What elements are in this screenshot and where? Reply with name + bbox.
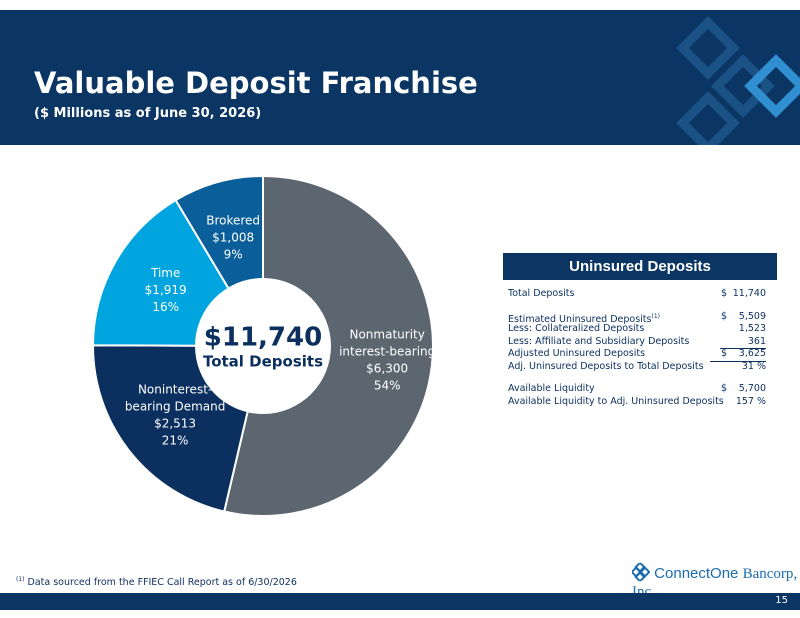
slice-label: bearing Demand [125, 399, 226, 413]
slice-label: 54% [374, 378, 401, 392]
table-group: Estimated Uninsured Deposits(1) $5,509 Les… [503, 311, 777, 374]
row-label: Adj. Uninsured Deposits to Total Deposit… [508, 360, 704, 372]
center-value: $11,740 [204, 323, 322, 353]
row-label: Available Liquidity [508, 383, 595, 394]
uninsured-table: Uninsured Deposits Total Deposits $11,740… [503, 253, 777, 418]
row-value: 157 % [735, 395, 766, 407]
slice-label: 16% [152, 300, 179, 314]
subtitle: ($ Millions as of June 30, 2026) [34, 106, 262, 121]
table-group: Available Liquidity $5,700 Available Liqui… [503, 383, 777, 408]
table-row: Estimated Uninsured Deposits(1) $5,509 [503, 310, 777, 325]
decoration [676, 16, 800, 145]
footnote-text: Data sourced from the FFIEC Call Report … [27, 577, 297, 589]
table-row: Adjusted Uninsured Deposits $3,625 [503, 348, 777, 362]
table-row: Total Deposits $11,740 [503, 288, 777, 301]
table-title: Uninsured Deposits [503, 253, 777, 280]
footnote: (1) Data sourced from the FFIEC Call Rep… [16, 576, 297, 588]
row-label: Estimated Uninsured Deposits [508, 313, 652, 325]
row-label: Less: Affiliate and Subsidiary Deposits [508, 335, 690, 347]
row-value: 361 [720, 336, 766, 349]
slice-label: $1,008 [212, 231, 254, 245]
header-band: Valuable Deposit Franchise ($ Millions a… [0, 10, 800, 145]
logo-name: ConnectOne [654, 565, 739, 582]
footer-band: 15 [0, 593, 800, 610]
slice-label: 9% [224, 248, 243, 262]
row-label: Less: Collateralized Deposits [508, 323, 645, 334]
table-row: Available Liquidity $5,700 [503, 383, 777, 396]
logo-icon [630, 561, 651, 583]
row-value: 3,625 [710, 348, 766, 362]
table-row: Available Liquidity to Adj. Uninsured De… [503, 396, 777, 409]
table-row: Less: Affiliate and Subsidiary Deposits 3… [503, 336, 777, 349]
row-label: Total Deposits [508, 288, 575, 299]
center-label: Total Deposits [203, 353, 323, 371]
row-value: 31 % [741, 360, 766, 372]
slice-label: Noninterest- [138, 382, 212, 396]
slice-label: $1,919 [145, 283, 187, 297]
page-number: 15 [775, 595, 788, 606]
slice-label: interest-bearing [339, 344, 435, 358]
table-group: Total Deposits $11,740 [503, 288, 777, 301]
table-row: Less: Collateralized Deposits 1,523 [503, 323, 777, 336]
slice-label: Brokered [206, 214, 260, 228]
slice-label: $2,513 [154, 416, 196, 430]
row-value: 11,740 [732, 288, 766, 299]
donut-hole [195, 278, 331, 414]
row-label: Available Liquidity to Adj. Uninsured De… [508, 395, 724, 407]
row-currency: $ [721, 348, 728, 359]
row-currency: $ [721, 310, 728, 322]
slice-label: $6,300 [366, 361, 408, 375]
row-currency: $ [721, 383, 728, 394]
footnote-marker: (1) [16, 576, 25, 583]
row-note: (1) [651, 312, 660, 320]
slice-label: 21% [162, 433, 189, 447]
row-value: 1,523 [738, 323, 766, 334]
row-value: 5,509 [738, 310, 766, 322]
row-label: Adjusted Uninsured Deposits [508, 348, 646, 359]
slice-label: Time [150, 266, 180, 280]
table-row: Adj. Uninsured Deposits to Total Deposit… [503, 361, 777, 374]
row-currency: $ [721, 288, 728, 299]
slice-label: Nonmaturity [349, 327, 424, 341]
row-value: 5,700 [738, 383, 766, 394]
title: Valuable Deposit Franchise [34, 66, 478, 100]
